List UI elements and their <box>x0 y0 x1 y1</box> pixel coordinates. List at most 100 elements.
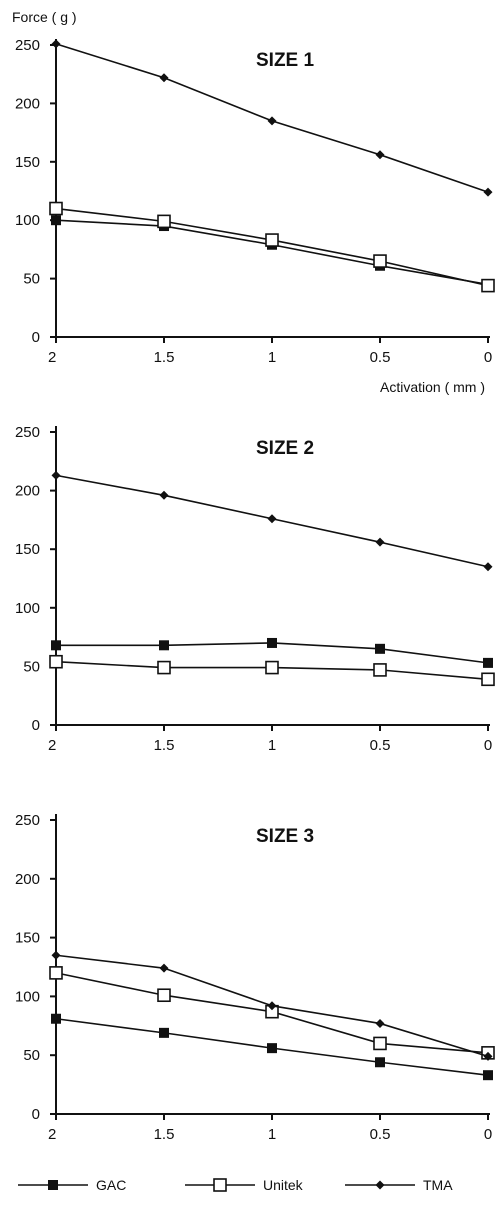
x-tick-label: 1 <box>268 737 276 754</box>
data-point <box>267 1043 277 1054</box>
x-tick-label: 1 <box>268 349 276 366</box>
y-axis-label: Force ( g ) <box>12 9 77 25</box>
y-tick-label: 100 <box>15 600 40 617</box>
y-tick-label: 250 <box>15 424 40 441</box>
x-tick-label: 1.5 <box>154 349 175 366</box>
data-point <box>159 73 169 83</box>
y-tick-label: 0 <box>32 1106 40 1123</box>
x-axis-label: Activation ( mm ) <box>380 379 485 395</box>
legend-item-gac: GAC <box>18 1177 126 1193</box>
x-tick-label: 2 <box>48 737 56 754</box>
x-tick-label: 1.5 <box>154 1126 175 1143</box>
y-tick-label: 250 <box>15 37 40 54</box>
chart-panel-3: 0 50 100 150 200 250 2 1.5 1 0.5 0 SIZE 3 <box>15 812 495 1143</box>
y-tick-label: 0 <box>32 717 40 734</box>
legend-marker <box>375 1180 385 1190</box>
y-tick-label: 100 <box>15 212 40 229</box>
series-unitek <box>49 201 495 293</box>
y-tick-label: 200 <box>15 483 40 500</box>
x-tick-label: 0 <box>484 349 492 366</box>
data-point <box>375 1057 385 1068</box>
x-tick-label: 0.5 <box>370 1126 391 1143</box>
chart-title: SIZE 1 <box>256 50 315 71</box>
y-tick-label: 150 <box>15 930 40 947</box>
series-line <box>55 219 489 286</box>
x-tick-label: 0 <box>484 737 492 754</box>
data-point <box>267 514 277 524</box>
x-tick-label: 1 <box>268 1126 276 1143</box>
data-point <box>267 116 277 126</box>
data-point <box>51 470 61 480</box>
data-point <box>483 657 493 668</box>
data-point <box>159 490 169 500</box>
legend: GAC Unitek TMA <box>18 1177 453 1193</box>
y-tick-label: 200 <box>15 871 40 888</box>
data-point <box>51 640 61 651</box>
data-point <box>483 1051 493 1061</box>
legend-marker <box>48 1180 58 1190</box>
y-tick-label: 50 <box>23 658 40 675</box>
data-point <box>375 1018 385 1028</box>
data-point <box>267 1001 277 1011</box>
series-gac <box>51 215 493 290</box>
data-point <box>157 214 171 229</box>
legend-marker <box>213 1178 227 1192</box>
x-tick-label: 2 <box>48 349 56 366</box>
legend-label: GAC <box>96 1177 126 1193</box>
y-tick-label: 100 <box>15 988 40 1005</box>
y-tick-label: 150 <box>15 154 40 171</box>
data-point <box>267 637 277 648</box>
y-tick-label: 0 <box>32 329 40 346</box>
chart-panel-2: 0 50 100 150 200 250 2 1.5 1 0.5 0 SIZE 2 <box>15 424 495 754</box>
y-tick-label: 150 <box>15 541 40 558</box>
data-point <box>159 640 169 651</box>
data-point <box>375 643 385 654</box>
data-point <box>375 537 385 547</box>
series-gac <box>51 637 493 668</box>
series-unitek <box>49 654 495 687</box>
data-point <box>481 672 495 687</box>
data-point <box>157 660 171 675</box>
data-point <box>373 254 387 268</box>
data-point <box>51 1013 61 1024</box>
legend-item-tma: TMA <box>345 1177 453 1193</box>
y-tick-label: 250 <box>15 812 40 829</box>
x-tick-label: 0 <box>484 1126 492 1143</box>
data-point <box>51 39 61 49</box>
legend-label: Unitek <box>263 1177 304 1193</box>
data-point <box>159 1027 169 1038</box>
data-point <box>49 201 63 216</box>
data-point <box>483 1070 493 1081</box>
series-tma <box>51 950 493 1061</box>
legend-item-unitek: Unitek <box>185 1177 304 1193</box>
data-point <box>373 663 387 677</box>
data-point <box>373 1036 387 1051</box>
data-point <box>51 215 61 226</box>
series-tma <box>51 39 493 197</box>
series-tma <box>51 470 493 572</box>
data-point <box>375 150 385 160</box>
data-point <box>265 233 279 247</box>
chart-title: SIZE 2 <box>256 438 314 459</box>
x-tick-label: 1.5 <box>154 737 175 754</box>
x-tick-label: 0.5 <box>370 737 391 754</box>
y-tick-label: 50 <box>23 1047 40 1064</box>
x-tick-label: 2 <box>48 1126 56 1143</box>
x-tick-label: 0.5 <box>370 349 391 366</box>
data-point <box>159 963 169 973</box>
data-point <box>483 187 493 197</box>
y-tick-label: 50 <box>23 271 40 288</box>
data-point <box>481 278 495 293</box>
y-tick-label: 200 <box>15 95 40 112</box>
data-point <box>483 562 493 572</box>
chart-title: SIZE 3 <box>256 826 314 847</box>
chart-panel-1: 0 50 100 150 200 250 2 1.5 1 0.5 0 SIZE 1 <box>15 37 495 366</box>
legend-label: TMA <box>423 1177 453 1193</box>
data-point <box>51 950 61 960</box>
data-point <box>157 988 171 1003</box>
data-point <box>265 660 279 675</box>
data-point <box>49 654 63 669</box>
data-point <box>49 966 63 980</box>
